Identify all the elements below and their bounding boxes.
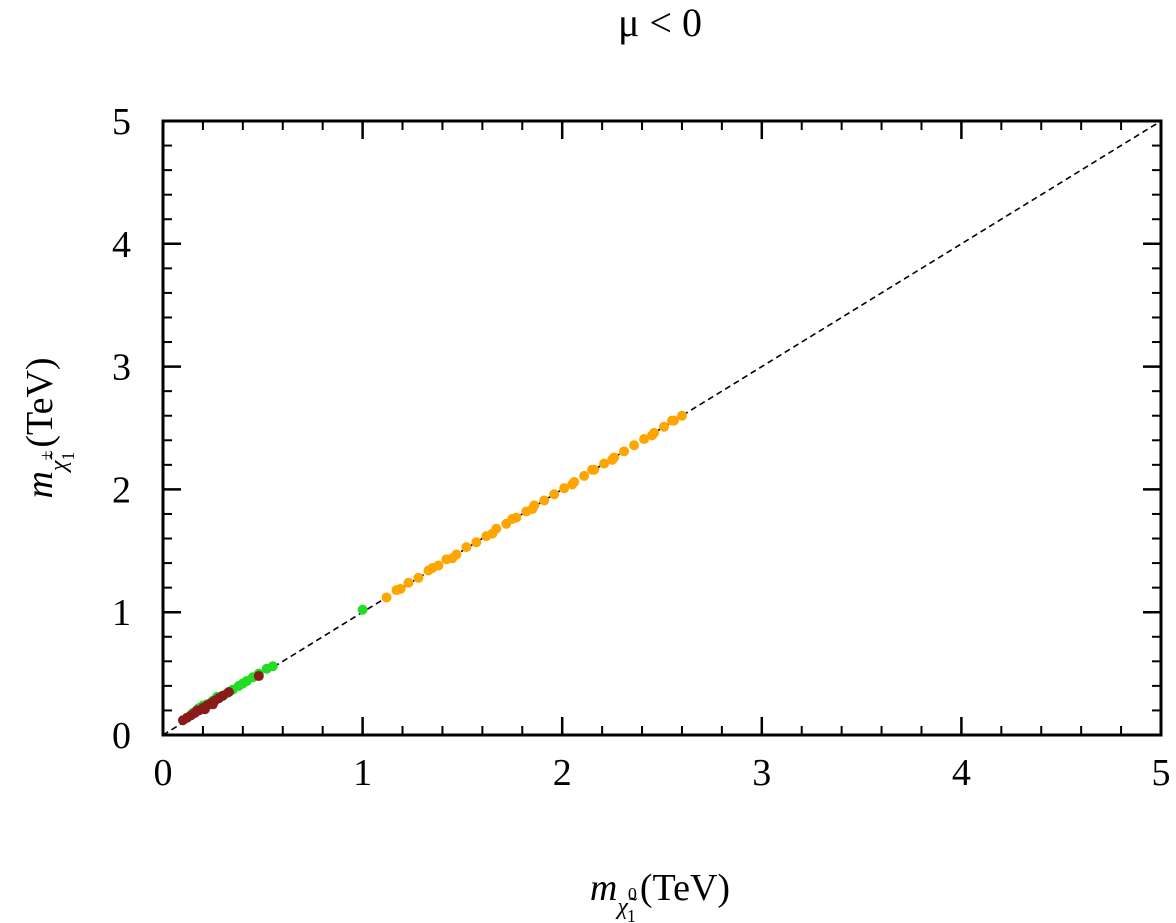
x-tick-label: 2 — [553, 752, 572, 794]
y-axis-label: mχ̃± 1(TeV) — [19, 357, 78, 498]
data-point — [619, 446, 630, 457]
data-point — [587, 464, 598, 475]
data-point — [599, 458, 610, 469]
y-tick-label: 2 — [112, 469, 131, 511]
data-point — [559, 483, 570, 494]
data-point — [639, 434, 650, 445]
series-2 — [177, 671, 264, 726]
data-point — [403, 577, 414, 588]
x-label-superscript: 0 — [628, 884, 637, 904]
x-label-symbol: m — [590, 867, 617, 909]
y-tick-labels: 0 1 2 3 4 5 — [112, 101, 131, 757]
data-point — [666, 415, 677, 426]
x-tick-labels: 0 1 2 3 4 5 — [154, 752, 1171, 794]
data-point — [207, 699, 218, 710]
y-label-index: 1 — [58, 452, 78, 461]
data-point — [357, 604, 368, 615]
data-point — [607, 454, 618, 465]
data-point — [487, 528, 498, 539]
data-points — [177, 410, 687, 726]
y-tick-label: 3 — [112, 347, 131, 389]
y-tick-label: 5 — [112, 101, 131, 143]
data-point — [676, 410, 687, 421]
y-label-symbol: m — [19, 471, 61, 498]
data-point — [527, 504, 538, 515]
data-point — [567, 479, 578, 490]
data-point — [461, 542, 472, 553]
data-point — [539, 495, 550, 506]
y-label-superscript: ± — [36, 451, 56, 461]
x-tick-label: 4 — [952, 752, 971, 794]
data-point — [549, 489, 560, 500]
data-point — [629, 440, 640, 451]
y-tick-label: 0 — [112, 715, 131, 757]
data-point — [447, 553, 458, 564]
x-label-index: 1 — [627, 906, 636, 923]
data-point — [413, 572, 424, 583]
data-point — [427, 562, 438, 573]
x-label-unit: (TeV) — [640, 867, 730, 909]
data-point — [395, 583, 406, 594]
plot-frame — [161, 119, 1163, 737]
data-point — [579, 470, 590, 481]
x-tick-label: 5 — [1152, 752, 1171, 794]
data-point — [191, 705, 202, 716]
x-axis-label: mχ̃0 1(TeV) — [590, 867, 730, 923]
data-point — [253, 671, 264, 682]
x-tick-label: 1 — [353, 752, 372, 794]
data-point — [658, 421, 669, 432]
y-tick-label: 4 — [112, 224, 131, 266]
series-0 — [381, 410, 687, 603]
data-point — [381, 592, 392, 603]
data-point — [471, 537, 482, 548]
x-tick-label: 3 — [752, 752, 771, 794]
chart-title: μ < 0 — [618, 0, 702, 45]
data-point — [647, 430, 658, 441]
data-point — [507, 513, 518, 524]
x-tick-label: 0 — [154, 752, 173, 794]
y-tick-label: 1 — [112, 592, 131, 634]
data-point — [261, 663, 272, 674]
y-label-unit: (TeV) — [19, 357, 61, 447]
data-point — [223, 687, 234, 698]
